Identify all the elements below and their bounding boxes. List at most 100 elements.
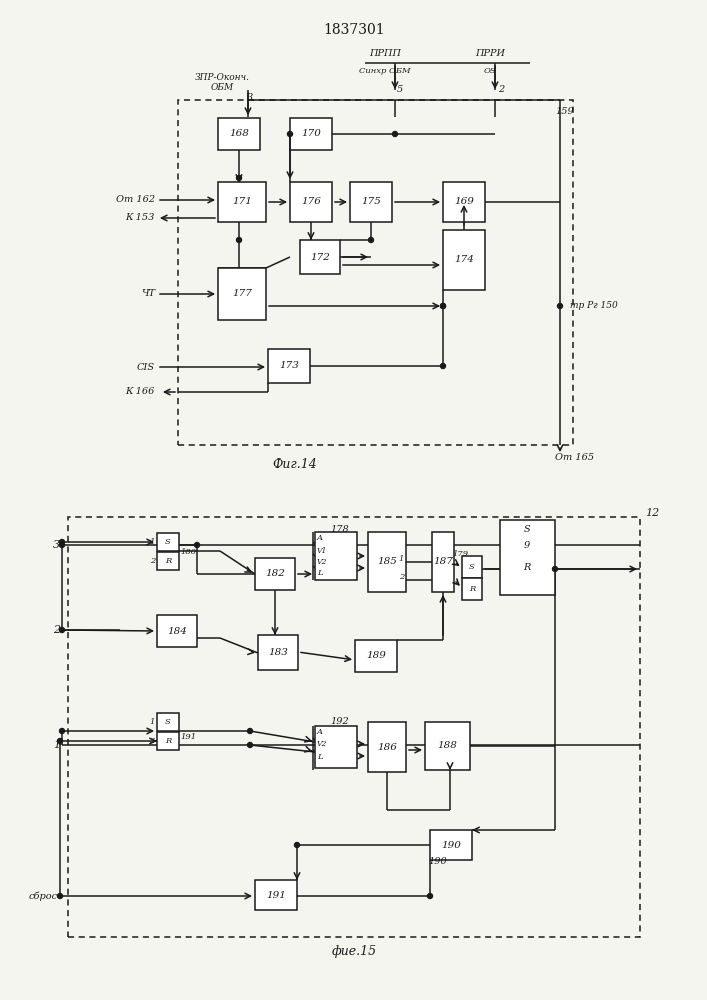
Text: S: S (165, 718, 171, 726)
Text: 2: 2 (53, 625, 60, 635)
Text: 1: 1 (399, 555, 404, 563)
Text: От 165: От 165 (555, 452, 594, 462)
Text: 176: 176 (301, 198, 321, 207)
Circle shape (428, 894, 433, 898)
Bar (425, 722, 470, 770)
Text: 178: 178 (331, 526, 349, 534)
Text: S: S (165, 538, 171, 546)
Text: 188: 188 (438, 742, 457, 750)
Text: 12: 12 (645, 508, 659, 518)
Bar (500, 520, 555, 595)
Bar (178, 100, 573, 445)
Text: ПРРИ: ПРРИ (475, 49, 505, 58)
Text: 185: 185 (377, 558, 397, 566)
Text: К 166: К 166 (126, 387, 155, 396)
Text: ЗПР-Оконч.: ЗПР-Оконч. (194, 74, 250, 83)
Text: 190: 190 (441, 840, 461, 850)
Text: R: R (165, 557, 171, 565)
Text: 3: 3 (150, 737, 155, 745)
Circle shape (440, 363, 445, 368)
Bar (255, 880, 297, 910)
Text: OS: OS (484, 67, 496, 75)
Circle shape (247, 728, 252, 734)
Text: фие.15: фие.15 (332, 946, 377, 958)
Text: R: R (469, 585, 475, 593)
Text: 191: 191 (266, 890, 286, 900)
Text: Синхр ОБМ: Синхр ОБМ (359, 67, 411, 75)
Bar (157, 533, 179, 551)
Circle shape (57, 894, 62, 898)
Bar (218, 268, 266, 320)
Text: ЧТ: ЧТ (141, 290, 155, 298)
Text: A: A (317, 534, 323, 542)
Circle shape (59, 540, 64, 544)
Text: 192: 192 (331, 718, 349, 726)
Text: V1: V1 (317, 547, 327, 555)
Bar (300, 240, 340, 274)
Text: 2: 2 (498, 86, 504, 95)
Circle shape (552, 566, 558, 572)
Text: 171: 171 (232, 198, 252, 207)
Circle shape (295, 842, 300, 848)
Bar (68, 517, 640, 937)
Text: S: S (469, 563, 475, 571)
Text: 169: 169 (454, 198, 474, 207)
Text: 187: 187 (433, 558, 453, 566)
Bar (157, 552, 179, 570)
Text: 9: 9 (524, 540, 530, 550)
Bar (430, 830, 472, 860)
Bar (462, 578, 482, 600)
Bar (315, 532, 357, 580)
Text: Фиг.14: Фиг.14 (273, 458, 317, 472)
Text: V2: V2 (317, 740, 327, 748)
Text: 173: 173 (279, 361, 299, 370)
Bar (443, 230, 485, 290)
Circle shape (237, 176, 242, 180)
Text: S: S (524, 526, 530, 534)
Circle shape (194, 542, 199, 548)
Circle shape (392, 131, 397, 136)
Text: 174: 174 (454, 255, 474, 264)
Circle shape (59, 542, 64, 548)
Text: 170: 170 (301, 129, 321, 138)
Text: 180: 180 (180, 548, 196, 556)
Text: 191: 191 (180, 733, 196, 741)
Bar (355, 640, 397, 672)
Text: V2: V2 (317, 558, 327, 566)
Circle shape (288, 131, 293, 136)
Text: 177: 177 (232, 290, 252, 298)
Circle shape (440, 304, 445, 308)
Bar (157, 615, 197, 647)
Bar (157, 713, 179, 731)
Text: L: L (317, 569, 322, 577)
Text: ПРПП: ПРПП (369, 49, 401, 58)
Text: ОБМ: ОБМ (211, 83, 233, 92)
Bar (258, 635, 298, 670)
Text: От 162: От 162 (116, 196, 155, 205)
Text: 5: 5 (397, 86, 403, 95)
Text: R: R (165, 737, 171, 745)
Text: 186: 186 (377, 742, 397, 752)
Text: 3: 3 (53, 540, 60, 550)
Text: 2: 2 (150, 557, 155, 565)
Circle shape (59, 628, 64, 633)
Text: 3: 3 (247, 93, 253, 102)
Circle shape (237, 237, 242, 242)
Text: 172: 172 (310, 252, 330, 261)
Bar (443, 182, 485, 222)
Text: 182: 182 (265, 570, 285, 578)
Text: 1: 1 (53, 740, 60, 750)
Bar (462, 556, 482, 578)
Text: CIS: CIS (137, 362, 155, 371)
Text: 175: 175 (361, 198, 381, 207)
Text: К 153: К 153 (126, 214, 155, 223)
Text: 159: 159 (555, 107, 574, 116)
Text: 189: 189 (366, 652, 386, 660)
Bar (157, 732, 179, 750)
Bar (290, 118, 332, 150)
Text: 184: 184 (167, 626, 187, 636)
Bar (315, 726, 357, 768)
Bar (350, 182, 392, 222)
Text: A: A (317, 728, 323, 736)
Circle shape (57, 738, 62, 744)
